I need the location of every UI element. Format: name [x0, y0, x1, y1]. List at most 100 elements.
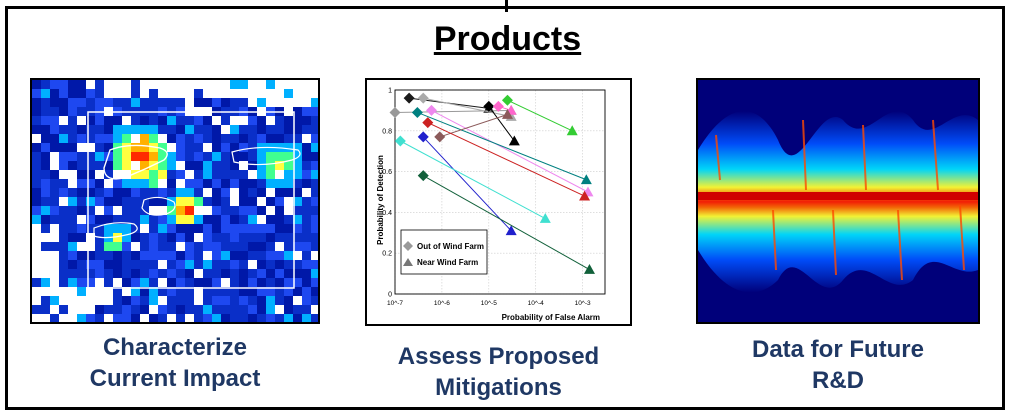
radar-map-cell — [122, 152, 131, 161]
radar-map-cell — [302, 305, 311, 314]
radar-map-cell — [293, 143, 302, 152]
radar-map-cell — [122, 314, 131, 322]
radar-map-cell — [158, 305, 167, 314]
radar-map-cell — [275, 152, 284, 161]
page-title: Products — [433, 20, 582, 58]
radar-map-cell — [266, 170, 275, 179]
radar-map-cell — [293, 314, 302, 322]
radar-map-cell — [140, 242, 149, 251]
radar-map-cell — [86, 98, 95, 107]
radar-map-cell — [203, 197, 212, 206]
radar-map-cell — [239, 314, 248, 322]
radar-map-cell — [176, 305, 185, 314]
radar-map-cell — [203, 215, 212, 224]
radar-map-cell — [293, 287, 302, 296]
radar-map-cell — [140, 134, 149, 143]
radar-map-cell — [311, 206, 318, 215]
radar-map-cell — [293, 125, 302, 134]
radar-map-cell — [131, 224, 140, 233]
radar-map-cell — [248, 287, 257, 296]
radar-map-cell — [212, 206, 221, 215]
radar-map-cell — [284, 161, 293, 170]
radar-map-cell — [41, 143, 50, 152]
radar-map-cell — [32, 179, 41, 188]
radar-map-cell — [41, 296, 50, 305]
radar-map-cell — [230, 125, 239, 134]
radar-map-cell — [239, 296, 248, 305]
radar-map-cell — [302, 251, 311, 260]
radar-map-cell — [104, 260, 113, 269]
radar-map-cell — [194, 179, 203, 188]
radar-map-cell — [284, 89, 293, 98]
y-tick-label: 0 — [388, 292, 392, 299]
series-point-near-wind-farm — [566, 125, 578, 136]
radar-map-cell — [302, 215, 311, 224]
radar-map-cell — [203, 269, 212, 278]
radar-map-cell — [203, 287, 212, 296]
radar-map-cell — [122, 179, 131, 188]
radar-map-cell — [77, 80, 86, 89]
series-point-out-of-wind-farm — [417, 92, 429, 104]
radar-map-cell — [248, 278, 257, 287]
radar-map-cell — [302, 161, 311, 170]
radar-map-cell — [95, 152, 104, 161]
radar-map-cell — [149, 152, 158, 161]
radar-map-cell — [194, 152, 203, 161]
radar-map-cell — [149, 197, 158, 206]
radar-map-cell — [149, 242, 158, 251]
radar-map-cell — [212, 296, 221, 305]
radar-map-cell — [158, 170, 167, 179]
radar-map-cell — [230, 179, 239, 188]
radar-map-cell — [293, 305, 302, 314]
radar-map-cell — [311, 107, 318, 116]
radar-map-cell — [185, 179, 194, 188]
radar-map-cell — [221, 98, 230, 107]
radar-map-cell — [248, 134, 257, 143]
series-point-out-of-wind-farm — [425, 104, 437, 116]
radar-map-cell — [131, 305, 140, 314]
radar-map-cell — [221, 269, 230, 278]
radar-map-cell — [302, 269, 311, 278]
radar-map-cell — [194, 116, 203, 125]
radar-map-cell — [203, 224, 212, 233]
radar-map-cell — [167, 224, 176, 233]
radar-map-cell — [203, 170, 212, 179]
radar-map-cell — [122, 134, 131, 143]
radar-map-cell — [149, 251, 158, 260]
radar-map-cell — [230, 260, 239, 269]
legend-marker-diamond — [403, 241, 413, 251]
radar-map-cell — [104, 242, 113, 251]
radar-map-cell — [95, 98, 104, 107]
radar-map-cell — [167, 188, 176, 197]
radar-map-cell — [77, 278, 86, 287]
radar-map-cell — [50, 296, 59, 305]
radar-map-cell — [275, 188, 284, 197]
radar-map-cell — [275, 206, 284, 215]
radar-map-cell — [32, 215, 41, 224]
radar-map-cell — [302, 116, 311, 125]
radar-impact-map-image — [30, 78, 320, 324]
radar-map-cell — [131, 269, 140, 278]
radar-map-cell — [167, 260, 176, 269]
radar-map-cell — [122, 296, 131, 305]
radar-map-cell — [131, 206, 140, 215]
radar-map-cell — [257, 161, 266, 170]
radar-map-cell — [248, 206, 257, 215]
radar-map-cell — [266, 296, 275, 305]
radar-map-cell — [158, 224, 167, 233]
radar-map-cell — [104, 269, 113, 278]
radar-map-cell — [158, 215, 167, 224]
radar-map-cell — [293, 170, 302, 179]
radar-map-cell — [230, 215, 239, 224]
radar-map-cell — [230, 98, 239, 107]
radar-map-cell — [50, 98, 59, 107]
radar-map-cell — [194, 161, 203, 170]
radar-map-cell — [131, 314, 140, 322]
radar-map-cell — [230, 152, 239, 161]
radar-map-cell — [311, 296, 318, 305]
radar-map-cell — [311, 143, 318, 152]
radar-map-cell — [158, 233, 167, 242]
radar-map-cell — [248, 161, 257, 170]
radar-map-cell — [176, 116, 185, 125]
radar-map-cell — [302, 107, 311, 116]
